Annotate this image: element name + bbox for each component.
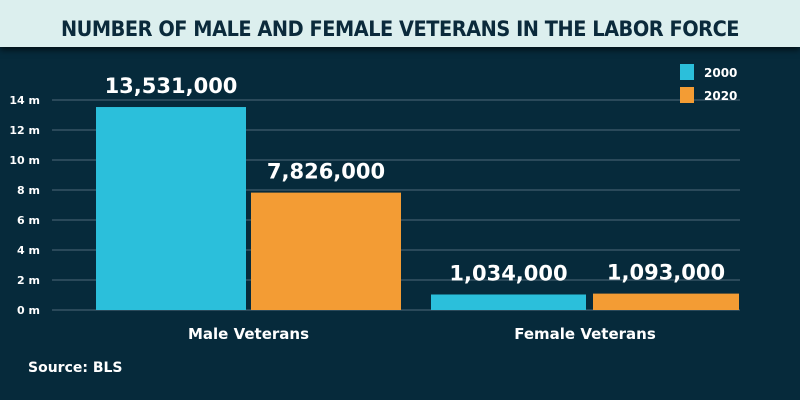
legend-swatch-2000: [680, 64, 694, 80]
data-label: 13,531,000: [105, 74, 238, 98]
y-tick-label: 2 m: [17, 274, 40, 287]
bar-2000: [431, 294, 586, 310]
source-note: Source: BLS: [28, 360, 123, 376]
y-tick-label: 8 m: [17, 184, 40, 197]
bar-2000: [96, 107, 246, 310]
data-label: 7,826,000: [267, 160, 385, 184]
y-tick-label: 14 m: [9, 94, 40, 107]
data-label: 1,034,000: [449, 261, 567, 285]
category-label: Male Veterans: [188, 325, 309, 343]
chart-title: NUMBER OF MALE AND FEMALE VETERANS IN TH…: [60, 17, 740, 41]
category-label: Female Veterans: [514, 325, 656, 343]
y-tick-label: 4 m: [17, 244, 40, 257]
legend-swatch-2020: [680, 87, 694, 103]
y-tick-label: 10 m: [9, 154, 40, 167]
data-label: 1,093,000: [607, 261, 725, 285]
y-tick-label: 6 m: [17, 214, 40, 227]
bar-2020: [251, 192, 401, 310]
title-bar: NUMBER OF MALE AND FEMALE VETERANS IN TH…: [0, 0, 800, 47]
bar-2020: [593, 293, 739, 310]
y-tick-label: 0 m: [17, 304, 40, 317]
legend-label: 2000: [704, 66, 737, 80]
y-tick-label: 12 m: [9, 124, 40, 137]
legend-label: 2020: [704, 89, 737, 103]
